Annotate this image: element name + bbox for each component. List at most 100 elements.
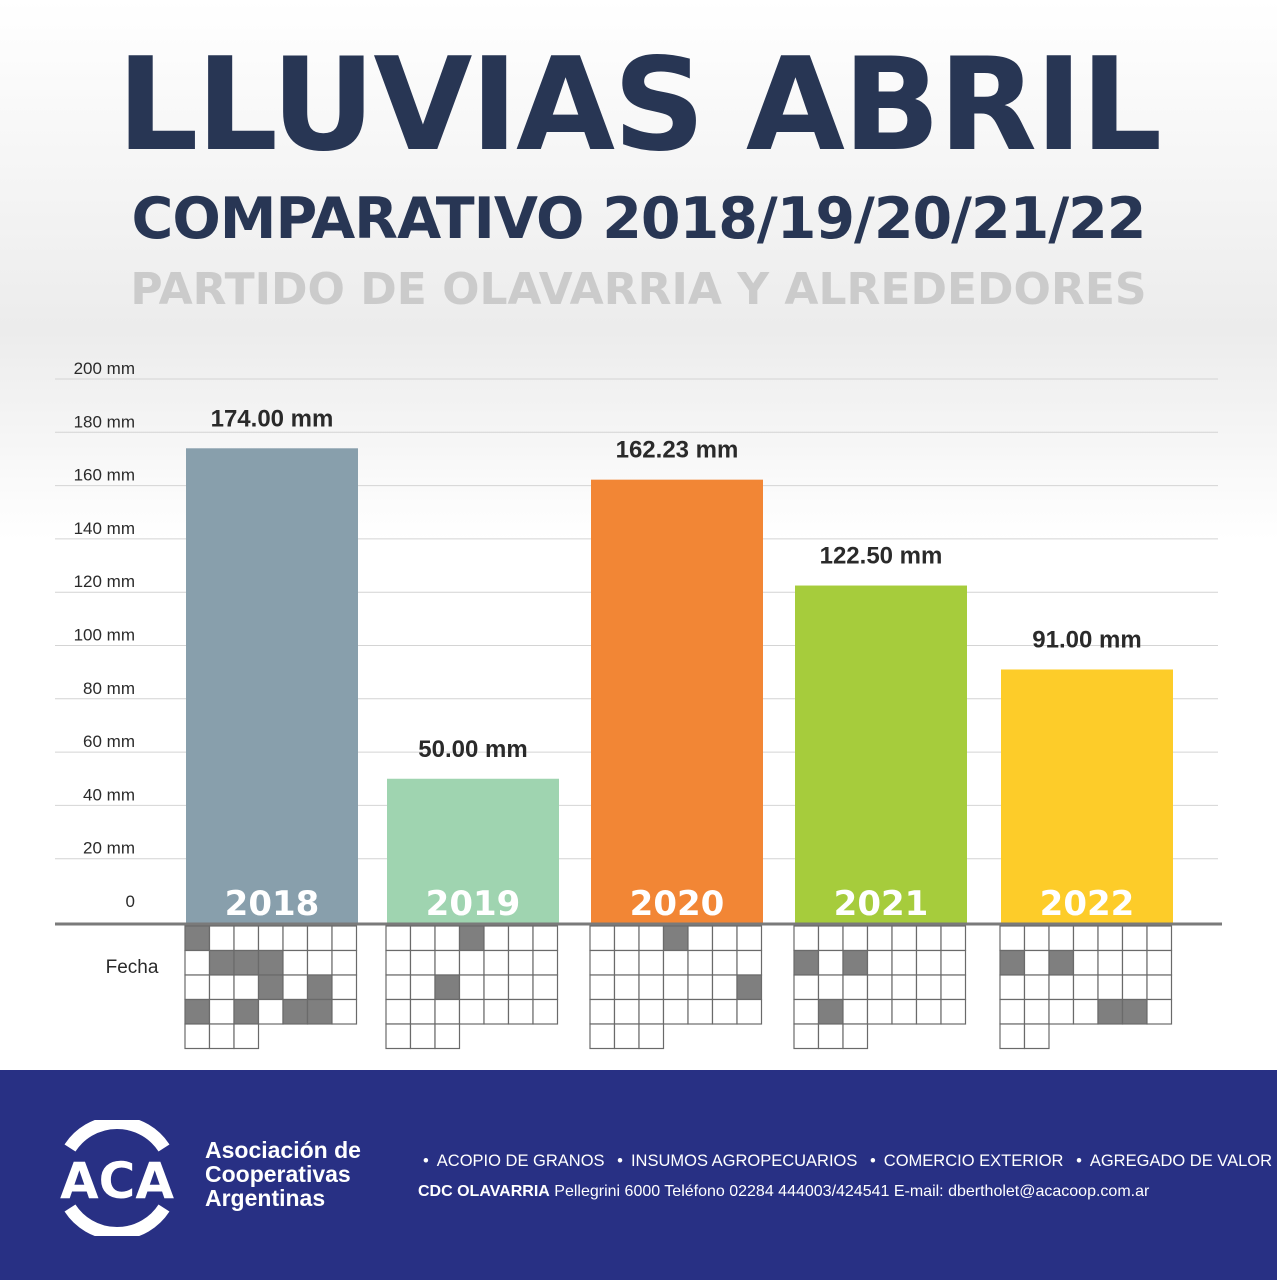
calendar-day-rain bbox=[999, 949, 1026, 976]
y-tick-label: 140 mm bbox=[74, 519, 135, 538]
calendar-day-rain bbox=[257, 949, 284, 976]
y-tick-label: 160 mm bbox=[74, 466, 135, 485]
y-tick-label: 60 mm bbox=[83, 732, 135, 751]
calendar-day bbox=[638, 1023, 665, 1050]
calendar-day bbox=[736, 998, 763, 1025]
calendar-day bbox=[483, 998, 510, 1025]
calendar-day-rain bbox=[306, 998, 333, 1025]
y-tick-label: 20 mm bbox=[83, 839, 135, 858]
calendar-day bbox=[1146, 949, 1173, 976]
aca-logo: ACA bbox=[60, 1120, 174, 1236]
calendar-day bbox=[891, 925, 918, 952]
calendar-day bbox=[1097, 974, 1124, 1001]
calendar-day-rain bbox=[257, 974, 284, 1001]
calendar-day bbox=[483, 949, 510, 976]
calendar-day bbox=[940, 998, 967, 1025]
calendar-day bbox=[208, 1023, 235, 1050]
calendar-day bbox=[940, 925, 967, 952]
contact-info: CDC OLAVARRIA Pellegrini 6000 Teléfono 0… bbox=[418, 1183, 1149, 1201]
calendar-day bbox=[282, 925, 309, 952]
calendar-day bbox=[940, 949, 967, 976]
org-name-line: Cooperativas bbox=[205, 1161, 351, 1187]
bar-value-label: 174.00 mm bbox=[211, 405, 334, 432]
calendar-day bbox=[385, 925, 412, 952]
calendar-day bbox=[385, 1023, 412, 1050]
calendar-day bbox=[434, 998, 461, 1025]
calendar-day bbox=[257, 998, 284, 1025]
calendar-day bbox=[999, 974, 1026, 1001]
calendar-day bbox=[458, 949, 485, 976]
calendar-day bbox=[1146, 974, 1173, 1001]
calendar-day bbox=[613, 998, 640, 1025]
calendar-day-rain bbox=[817, 998, 844, 1025]
org-name-line: Asociación de bbox=[205, 1137, 361, 1163]
calendar-day bbox=[662, 974, 689, 1001]
calendar-day bbox=[915, 925, 942, 952]
calendar-day bbox=[638, 974, 665, 1001]
service-item: INSUMOS AGROPECUARIOS bbox=[630, 1152, 858, 1170]
calendar-day bbox=[1048, 998, 1075, 1025]
calendar-day bbox=[589, 998, 616, 1025]
calendar-day bbox=[1072, 925, 1099, 952]
calendar-day bbox=[915, 974, 942, 1001]
calendar-day-rain bbox=[1097, 998, 1124, 1025]
calendar-day bbox=[434, 1023, 461, 1050]
calendar-day bbox=[999, 998, 1026, 1025]
calendar-day bbox=[184, 1023, 211, 1050]
calendar-day bbox=[507, 974, 534, 1001]
y-tick-label: 200 mm bbox=[74, 359, 135, 378]
bar-category-label: 2019 bbox=[426, 884, 521, 924]
calendar-day bbox=[409, 974, 436, 1001]
y-tick-label: 40 mm bbox=[83, 785, 135, 804]
calendar-day bbox=[1023, 974, 1050, 1001]
x-axis-label: Fecha bbox=[106, 957, 159, 978]
calendar-day bbox=[532, 925, 559, 952]
calendar-day bbox=[1121, 925, 1148, 952]
calendar-day bbox=[817, 949, 844, 976]
calendar-day bbox=[589, 1023, 616, 1050]
calendar-day bbox=[1048, 925, 1075, 952]
calendar-day bbox=[613, 949, 640, 976]
calendar-day bbox=[532, 998, 559, 1025]
bar bbox=[387, 778, 559, 924]
calendar-day bbox=[1146, 925, 1173, 952]
calendar-day-rain bbox=[1121, 998, 1148, 1025]
calendar-day bbox=[1048, 974, 1075, 1001]
calendar-day bbox=[1097, 949, 1124, 976]
calendar-day bbox=[842, 998, 869, 1025]
calendar-day-rain bbox=[306, 974, 333, 1001]
calendar-day bbox=[687, 949, 714, 976]
calendar-day bbox=[866, 998, 893, 1025]
calendar-day-rain bbox=[736, 974, 763, 1001]
calendar-day bbox=[638, 925, 665, 952]
service-item: AGREGADO DE VALOR bbox=[1089, 1152, 1272, 1170]
calendar-day bbox=[589, 949, 616, 976]
calendar-day bbox=[589, 925, 616, 952]
contact-details: Pellegrini 6000 Teléfono 02284 444003/42… bbox=[549, 1183, 1150, 1200]
calendar-day bbox=[736, 949, 763, 976]
calendar-day bbox=[915, 949, 942, 976]
calendar-day bbox=[409, 925, 436, 952]
calendar-day bbox=[409, 998, 436, 1025]
calendar-day bbox=[662, 998, 689, 1025]
calendar-day bbox=[507, 925, 534, 952]
calendar-day bbox=[1072, 998, 1099, 1025]
calendar-day bbox=[793, 1023, 820, 1050]
bar-category-label: 2020 bbox=[630, 884, 725, 924]
calendar-day bbox=[385, 974, 412, 1001]
calendar-day-rain bbox=[434, 974, 461, 1001]
org-name-line: Argentinas bbox=[205, 1185, 326, 1211]
services-list: • ACOPIO DE GRANOS • INSUMOS AGROPECUARIOS… bbox=[423, 1152, 1272, 1170]
calendar-day bbox=[793, 974, 820, 1001]
y-tick-label: 120 mm bbox=[74, 572, 135, 591]
calendar-day bbox=[532, 974, 559, 1001]
chart-subtitle: COMPARATIVO 2018/19/20/21/22 bbox=[131, 186, 1147, 252]
calendar-day bbox=[793, 998, 820, 1025]
bar bbox=[1001, 669, 1173, 924]
calendar-day-rain bbox=[1048, 949, 1075, 976]
calendar-day-rain bbox=[842, 949, 869, 976]
bar bbox=[795, 585, 967, 924]
y-tick-label: 180 mm bbox=[74, 412, 135, 431]
calendar-day-rain bbox=[458, 925, 485, 952]
calendar-day bbox=[711, 998, 738, 1025]
